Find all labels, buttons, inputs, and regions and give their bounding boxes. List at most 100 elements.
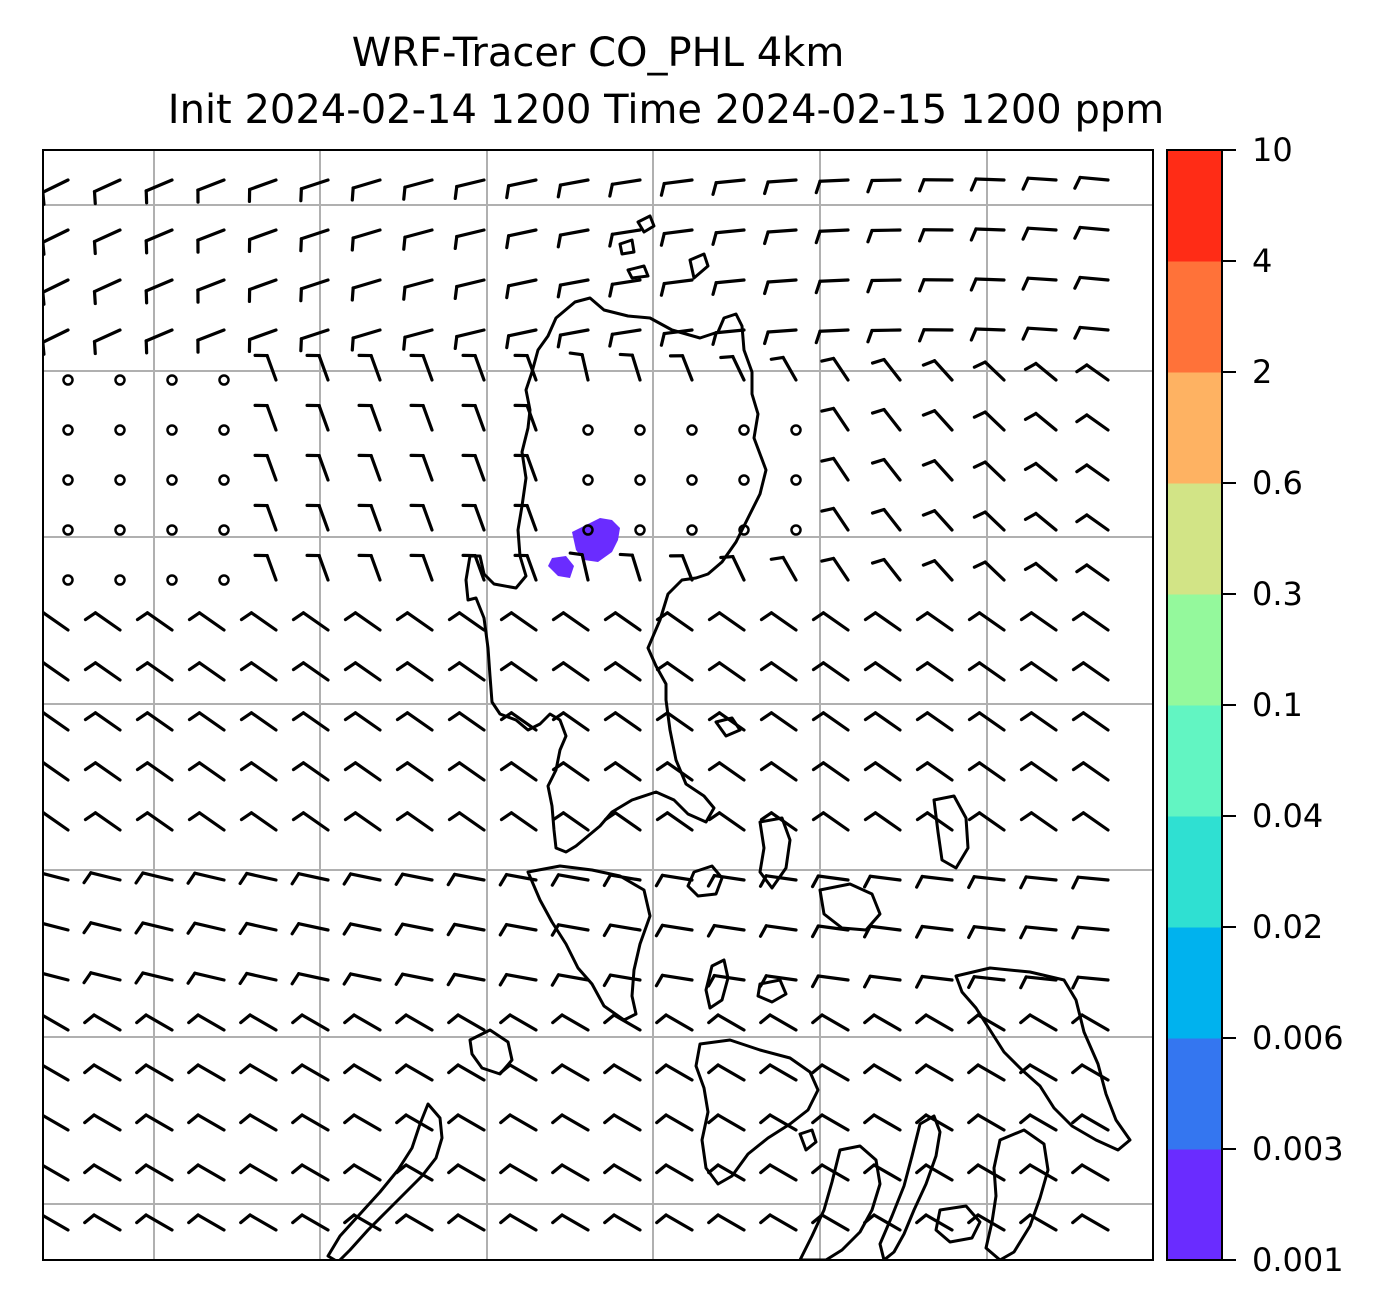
wind-barb — [759, 611, 798, 632]
wind-barb — [618, 552, 642, 582]
wind-barb — [499, 1063, 538, 1082]
wind-barb — [551, 711, 590, 732]
wind-barb — [299, 228, 330, 253]
wind-barb — [967, 875, 1006, 889]
wind-barb — [814, 328, 850, 345]
wind-barb — [707, 711, 746, 732]
wind-barb — [655, 661, 694, 682]
colorbar-tick-label: 0.02 — [1252, 908, 1323, 946]
wind-barb — [608, 328, 642, 348]
wind-barb — [499, 711, 538, 732]
wind-barb — [707, 761, 746, 782]
calm-wind-marker — [634, 524, 646, 536]
wind-barb — [811, 1113, 850, 1132]
wind-barb — [1019, 1163, 1058, 1182]
wind-barb — [759, 811, 798, 832]
wind-barb — [290, 872, 330, 886]
wind-barb — [769, 355, 798, 382]
wind-barb — [447, 1113, 486, 1132]
wind-barb — [556, 228, 590, 249]
wind-barb — [551, 761, 590, 782]
wind-barb — [447, 761, 486, 782]
wind-barb — [1019, 975, 1058, 990]
coastline-tablas — [704, 958, 730, 1010]
wind-barb — [83, 1013, 122, 1032]
wind-barb — [556, 328, 590, 349]
wind-barb — [967, 811, 1006, 832]
wind-barb — [394, 972, 434, 986]
wind-barb — [969, 177, 1006, 192]
wind-barb — [290, 922, 330, 936]
wind-barb — [915, 761, 954, 782]
wind-barb — [1019, 761, 1058, 782]
wind-barb — [83, 611, 122, 632]
wind-barb — [820, 556, 850, 582]
wind-barb — [453, 278, 486, 301]
wind-barb — [342, 972, 382, 986]
wind-barb — [915, 1163, 954, 1182]
wind-barb — [83, 711, 122, 732]
wind-barb — [247, 228, 278, 254]
wind-barb — [447, 711, 486, 732]
wind-barb — [763, 328, 798, 346]
calm-wind-marker — [634, 474, 646, 486]
wind-barb — [1019, 1013, 1058, 1032]
wind-barb — [967, 611, 1006, 632]
wind-barb — [357, 553, 382, 582]
wind-barb — [513, 453, 538, 482]
wind-barb — [556, 278, 590, 299]
wind-barb — [921, 409, 954, 432]
wind-barb — [551, 1213, 590, 1232]
wind-barb — [343, 761, 382, 782]
wind-barb — [43, 661, 70, 682]
wind-barb — [918, 278, 954, 293]
wind-barb — [655, 611, 694, 632]
wind-barb — [814, 278, 850, 295]
wind-barb — [409, 403, 434, 432]
wind-barb — [461, 453, 486, 482]
wind-barb — [1073, 275, 1110, 290]
wind-barb — [394, 872, 434, 886]
wind-barb — [863, 1213, 902, 1232]
wind-barbs — [43, 175, 1110, 1232]
wind-barb — [1021, 226, 1058, 241]
wind-barb — [915, 811, 954, 832]
wind-barb — [357, 453, 382, 482]
wind-barb — [707, 1163, 746, 1182]
wind-barb — [707, 1063, 746, 1082]
wind-barb — [447, 661, 486, 682]
wind-barb — [135, 811, 174, 832]
wind-barb — [967, 661, 1006, 682]
calm-wind-marker — [582, 474, 594, 486]
calm-wind-marker — [686, 474, 698, 486]
wind-barb — [659, 278, 694, 297]
wind-barb — [186, 871, 226, 885]
wind-barb — [453, 228, 486, 251]
wind-barb — [811, 661, 850, 682]
wind-barb — [342, 872, 382, 886]
wind-barb — [1023, 411, 1058, 432]
wind-barb — [551, 1013, 590, 1032]
wind-barb — [291, 611, 330, 632]
colorbar-band — [1167, 372, 1222, 484]
wind-barb — [655, 1013, 694, 1032]
wind-barb — [305, 453, 330, 482]
wind-barb — [187, 1213, 226, 1232]
wind-barb — [239, 661, 278, 682]
wind-barb — [915, 1113, 954, 1132]
wind-barb — [659, 178, 694, 197]
wind-barb — [655, 1113, 694, 1132]
wind-barb — [603, 1063, 642, 1082]
wind-barb — [568, 351, 590, 382]
wind-barb — [402, 228, 434, 251]
wind-barb — [461, 403, 486, 432]
coastline-palawan — [326, 1102, 444, 1260]
wind-barb — [915, 1063, 954, 1082]
wind-barb — [918, 178, 954, 193]
wind-barb — [83, 811, 122, 832]
wind-barb — [299, 178, 330, 203]
wind-barb — [655, 1063, 694, 1082]
colorbar-band — [1167, 594, 1222, 706]
wind-barb — [186, 921, 226, 935]
wind-barb — [863, 1063, 902, 1082]
